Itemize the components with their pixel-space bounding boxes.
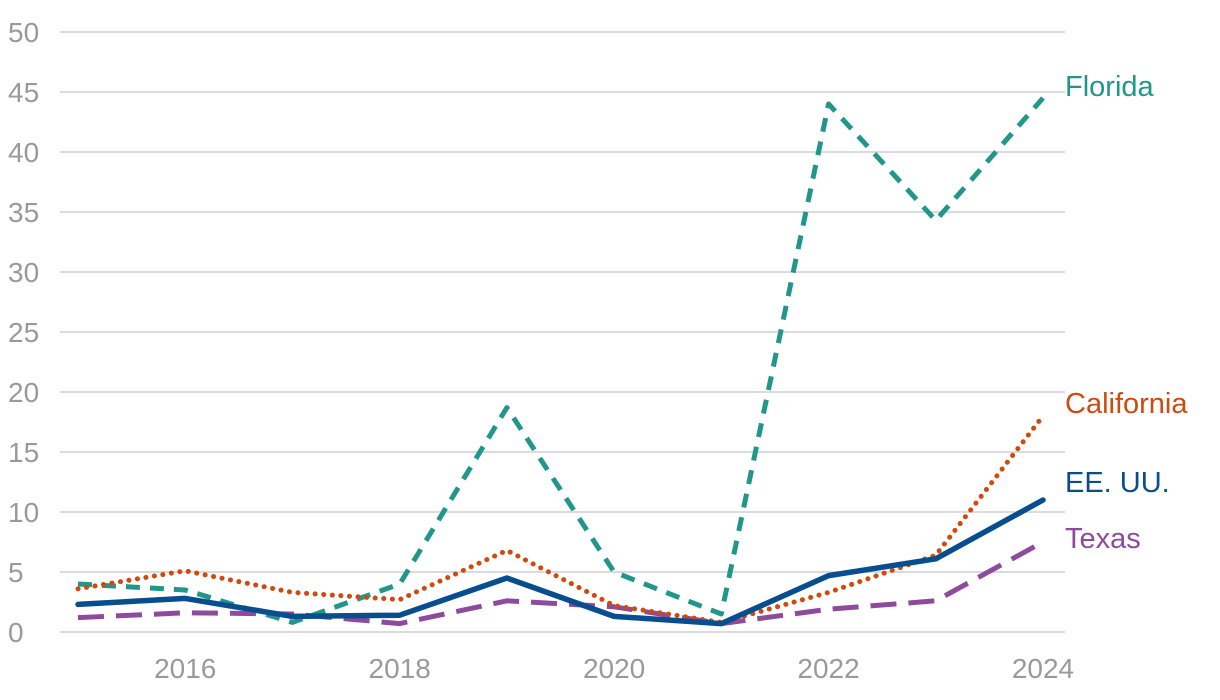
series-line-florida [77, 96, 1045, 625]
x-tick-label: 2018 [369, 653, 431, 684]
series-label-texas: Texas [1065, 523, 1141, 555]
series-line-texas [77, 539, 1045, 627]
series-label-ee-uu: EE. UU. [1065, 467, 1170, 499]
series-line-california [75, 413, 1046, 625]
y-tick-label: 20 [8, 377, 39, 408]
y-tick-label: 30 [8, 257, 39, 288]
x-tick-label: 2022 [797, 653, 859, 684]
x-tick-label: 2024 [1012, 653, 1074, 684]
y-tick-label: 40 [8, 137, 39, 168]
x-tick-label: 2020 [583, 653, 645, 684]
x-axis-ticks: 2016 2018 2020 2022 2024 [154, 653, 1074, 684]
y-tick-label: 10 [8, 497, 39, 528]
x-tick-label: 2016 [154, 653, 216, 684]
series-labels: Florida Texas California EE. UU. [1065, 71, 1188, 555]
series-label-california: California [1065, 388, 1188, 420]
y-axis-ticks: 0 5 10 15 20 25 30 35 40 45 50 [8, 17, 39, 648]
y-tick-label: 50 [8, 17, 39, 48]
gridlines [60, 31, 1065, 633]
series-line-ee-uu [75, 497, 1046, 627]
series-lines [75, 96, 1046, 627]
y-tick-label: 35 [8, 197, 39, 228]
y-tick-label: 0 [8, 617, 24, 648]
y-tick-label: 5 [8, 557, 24, 588]
y-tick-label: 15 [8, 437, 39, 468]
y-tick-label: 45 [8, 77, 39, 108]
series-label-florida: Florida [1065, 71, 1155, 103]
y-tick-label: 25 [8, 317, 39, 348]
